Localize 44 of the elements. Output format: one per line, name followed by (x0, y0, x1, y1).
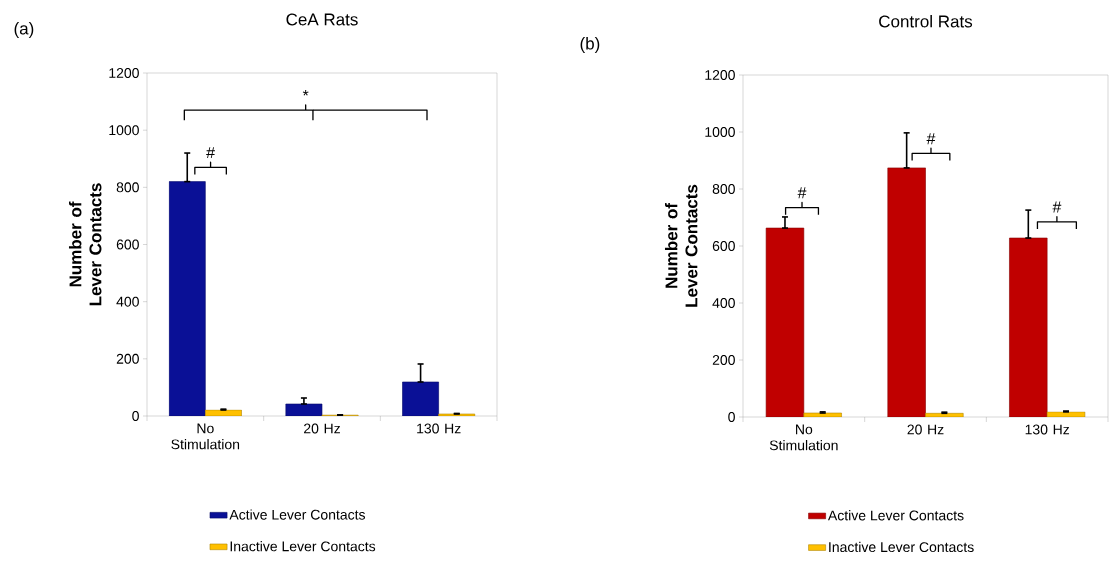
x-tick-label: 130 Hz (1025, 424, 1070, 435)
x-tick-label: 130 Hz (417, 423, 461, 434)
y-axis-title: Number of Lever Contacts (664, 184, 698, 307)
y-tick-label: 200 (712, 355, 735, 365)
chart-title: CeA Rats (286, 13, 358, 26)
y-tick-label: 400 (712, 298, 735, 308)
bar (765, 227, 805, 418)
y-tick-label: 1000 (705, 127, 735, 137)
y-tick-label: 800 (116, 182, 139, 193)
y-tick-label: 200 (116, 353, 139, 364)
legend-label: Active Lever Contacts (229, 509, 366, 520)
y-tick-label: 0 (728, 412, 735, 422)
bar (285, 403, 323, 417)
legend-label: Inactive Lever Contacts (230, 541, 376, 552)
x-tick-label: No Stimulation (171, 423, 240, 450)
text: (b) (580, 37, 600, 53)
bar (887, 167, 926, 418)
bar (402, 381, 439, 417)
bar (168, 181, 206, 417)
y-tick-label: 1200 (705, 70, 735, 80)
y-tick-label: 600 (712, 241, 735, 251)
text: (a) (14, 22, 34, 38)
y-axis-title: Number of Lever Contacts (68, 183, 102, 306)
annotation: # (1052, 201, 1062, 213)
y-tick-label: 1000 (109, 125, 139, 136)
annotation: # (926, 133, 936, 145)
x-tick-label: 20 Hz (304, 423, 340, 434)
bar (438, 413, 476, 417)
x-tick-label: 20 Hz (907, 424, 944, 435)
legend-label: Inactive Lever Contacts (829, 541, 974, 553)
y-tick-label: 1200 (109, 68, 139, 78)
y-tick-label: 800 (712, 184, 735, 194)
y-tick-label: 400 (116, 296, 139, 307)
annotation: * (302, 89, 309, 96)
bar (1046, 411, 1086, 418)
bar (1009, 237, 1048, 418)
legend-label: Active Lever Contacts (827, 510, 964, 521)
bar (205, 409, 242, 417)
y-tick-label: 600 (116, 239, 139, 250)
chart-title: Control Rats (879, 15, 973, 28)
x-tick-label: No Stimulation (769, 424, 838, 451)
annotation: # (206, 147, 215, 159)
annotation: # (797, 187, 807, 199)
y-tick-label: 0 (132, 411, 139, 421)
